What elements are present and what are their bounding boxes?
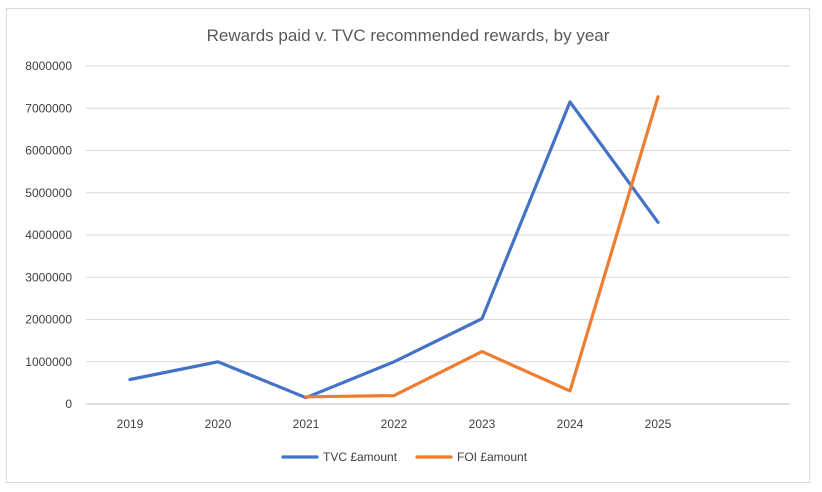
gridlines xyxy=(86,65,790,405)
series-lines xyxy=(128,95,660,400)
y-tick-label: 8000000 xyxy=(25,59,72,73)
x-tick-label: 2022 xyxy=(381,417,408,431)
y-tick-label: 4000000 xyxy=(25,228,72,242)
x-tick-label: 2021 xyxy=(293,417,320,431)
x-tick-label: 2024 xyxy=(557,417,584,431)
x-tick-label: 2025 xyxy=(645,417,672,431)
y-tick-label: 7000000 xyxy=(25,101,72,115)
series-line xyxy=(304,95,660,399)
x-axis-ticks: 2019 2020 2021 2022 2023 2024 2025 xyxy=(117,417,672,431)
legend-entry: TVC £amount xyxy=(323,450,398,464)
legend-entry: FOI £amount xyxy=(457,450,528,464)
chart-title: Rewards paid v. TVC recommended rewards,… xyxy=(207,26,610,45)
y-tick-label: 3000000 xyxy=(25,270,72,284)
y-tick-label: 0 xyxy=(65,397,72,411)
y-tick-label: 2000000 xyxy=(25,313,72,327)
y-tick-label: 1000000 xyxy=(25,355,72,369)
y-tick-label: 5000000 xyxy=(25,186,72,200)
x-tick-label: 2023 xyxy=(469,417,496,431)
y-axis-ticks: 0 1000000 2000000 3000000 4000000 5000000 6000… xyxy=(25,59,72,411)
series-line xyxy=(128,100,660,400)
legend: TVC £amount FOI £amount xyxy=(281,450,528,464)
x-tick-label: 2019 xyxy=(117,417,144,431)
x-tick-label: 2020 xyxy=(205,417,232,431)
y-tick-label: 6000000 xyxy=(25,144,72,158)
